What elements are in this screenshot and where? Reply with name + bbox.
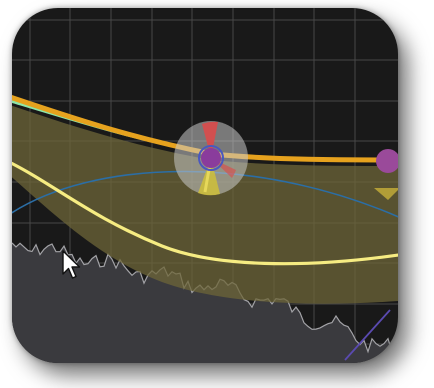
eq-node-selected[interactable] — [174, 121, 248, 196]
spectrum-fill — [12, 242, 398, 363]
yellow-band-curve[interactable] — [12, 161, 398, 266]
eq-display-panel[interactable] — [12, 8, 398, 363]
eq-node[interactable] — [374, 149, 398, 200]
mouse-pointer-icon — [62, 250, 81, 279]
band-region — [12, 105, 398, 304]
diagonal-line — [344, 309, 391, 361]
eq-graph[interactable] — [12, 8, 398, 363]
